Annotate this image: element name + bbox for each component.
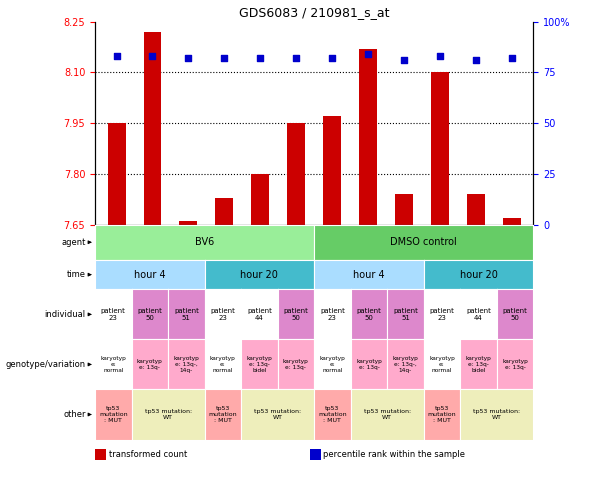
Text: patient
23: patient 23 [430,308,454,321]
Text: karyotyp
e: 13q-
bidel: karyotyp e: 13q- bidel [466,356,492,373]
Point [112,52,121,60]
Point [471,57,481,64]
Bar [143,32,161,225]
Text: patient
23: patient 23 [101,308,126,321]
Text: percentile rank within the sample: percentile rank within the sample [323,450,465,458]
Text: time: time [67,270,86,279]
Text: karyotyp
e: 13q-
bidel: karyotyp e: 13q- bidel [246,356,272,373]
Text: patient
51: patient 51 [393,308,418,321]
Text: genotype/variation: genotype/variation [6,360,86,369]
Text: BV6: BV6 [195,237,214,247]
Text: transformed count: transformed count [109,450,187,458]
Text: tp53
mutation
: MUT: tp53 mutation : MUT [428,406,456,423]
Text: individual: individual [45,310,86,319]
Text: karyotyp
e: 13q-: karyotyp e: 13q- [283,359,309,370]
Bar [431,72,449,225]
Bar [108,123,126,225]
Text: karyotyp
e:
normal: karyotyp e: normal [101,356,126,373]
Text: karyotyp
e: 13q-,
14q-: karyotyp e: 13q-, 14q- [173,356,199,373]
Bar [395,194,413,225]
Text: patient
50: patient 50 [503,308,527,321]
Text: patient
50: patient 50 [137,308,162,321]
Text: patient
44: patient 44 [247,308,272,321]
Text: tp53
mutation
: MUT: tp53 mutation : MUT [208,406,237,423]
Point [291,55,301,62]
Text: tp53
mutation
: MUT: tp53 mutation : MUT [318,406,347,423]
Text: tp53 mutation:
WT: tp53 mutation: WT [473,409,520,420]
Text: patient
44: patient 44 [466,308,491,321]
Bar [287,123,305,225]
Bar [359,49,377,225]
Bar [215,198,234,225]
Text: DMSO control: DMSO control [390,237,457,247]
Point [507,55,517,62]
Point [435,52,445,60]
Text: tp53 mutation:
WT: tp53 mutation: WT [145,409,192,420]
Text: karyotyp
e: 13q-: karyotyp e: 13q- [502,359,528,370]
Text: other: other [63,410,86,419]
Text: hour 20: hour 20 [460,270,498,280]
Text: karyotyp
e: 13q-,
14q-: karyotyp e: 13q-, 14q- [392,356,419,373]
Text: tp53 mutation:
WT: tp53 mutation: WT [364,409,411,420]
Bar [323,116,341,225]
Bar [503,218,520,225]
Text: karyotyp
e: 13q-: karyotyp e: 13q- [137,359,162,370]
Text: karyotyp
e:
normal: karyotyp e: normal [429,356,455,373]
Text: tp53
mutation
: MUT: tp53 mutation : MUT [99,406,128,423]
Point [327,55,337,62]
Text: hour 20: hour 20 [240,270,278,280]
Point [183,55,193,62]
Text: patient
51: patient 51 [174,308,199,321]
Bar [251,174,269,225]
Point [399,57,409,64]
Text: tp53 mutation:
WT: tp53 mutation: WT [254,409,301,420]
Text: patient
50: patient 50 [357,308,381,321]
Point [219,55,229,62]
Text: hour 4: hour 4 [134,270,166,280]
Text: agent: agent [61,238,86,247]
Bar [180,221,197,225]
Title: GDS6083 / 210981_s_at: GDS6083 / 210981_s_at [239,6,389,19]
Bar [467,194,485,225]
Text: patient
23: patient 23 [210,308,235,321]
Text: hour 4: hour 4 [353,270,385,280]
Point [363,50,373,58]
Point [148,52,158,60]
Text: karyotyp
e:
normal: karyotyp e: normal [210,356,236,373]
Text: karyotyp
e:
normal: karyotyp e: normal [319,356,345,373]
Point [256,55,265,62]
Text: patient
23: patient 23 [320,308,345,321]
Text: karyotyp
e: 13q-: karyotyp e: 13q- [356,359,382,370]
Text: patient
50: patient 50 [283,308,308,321]
